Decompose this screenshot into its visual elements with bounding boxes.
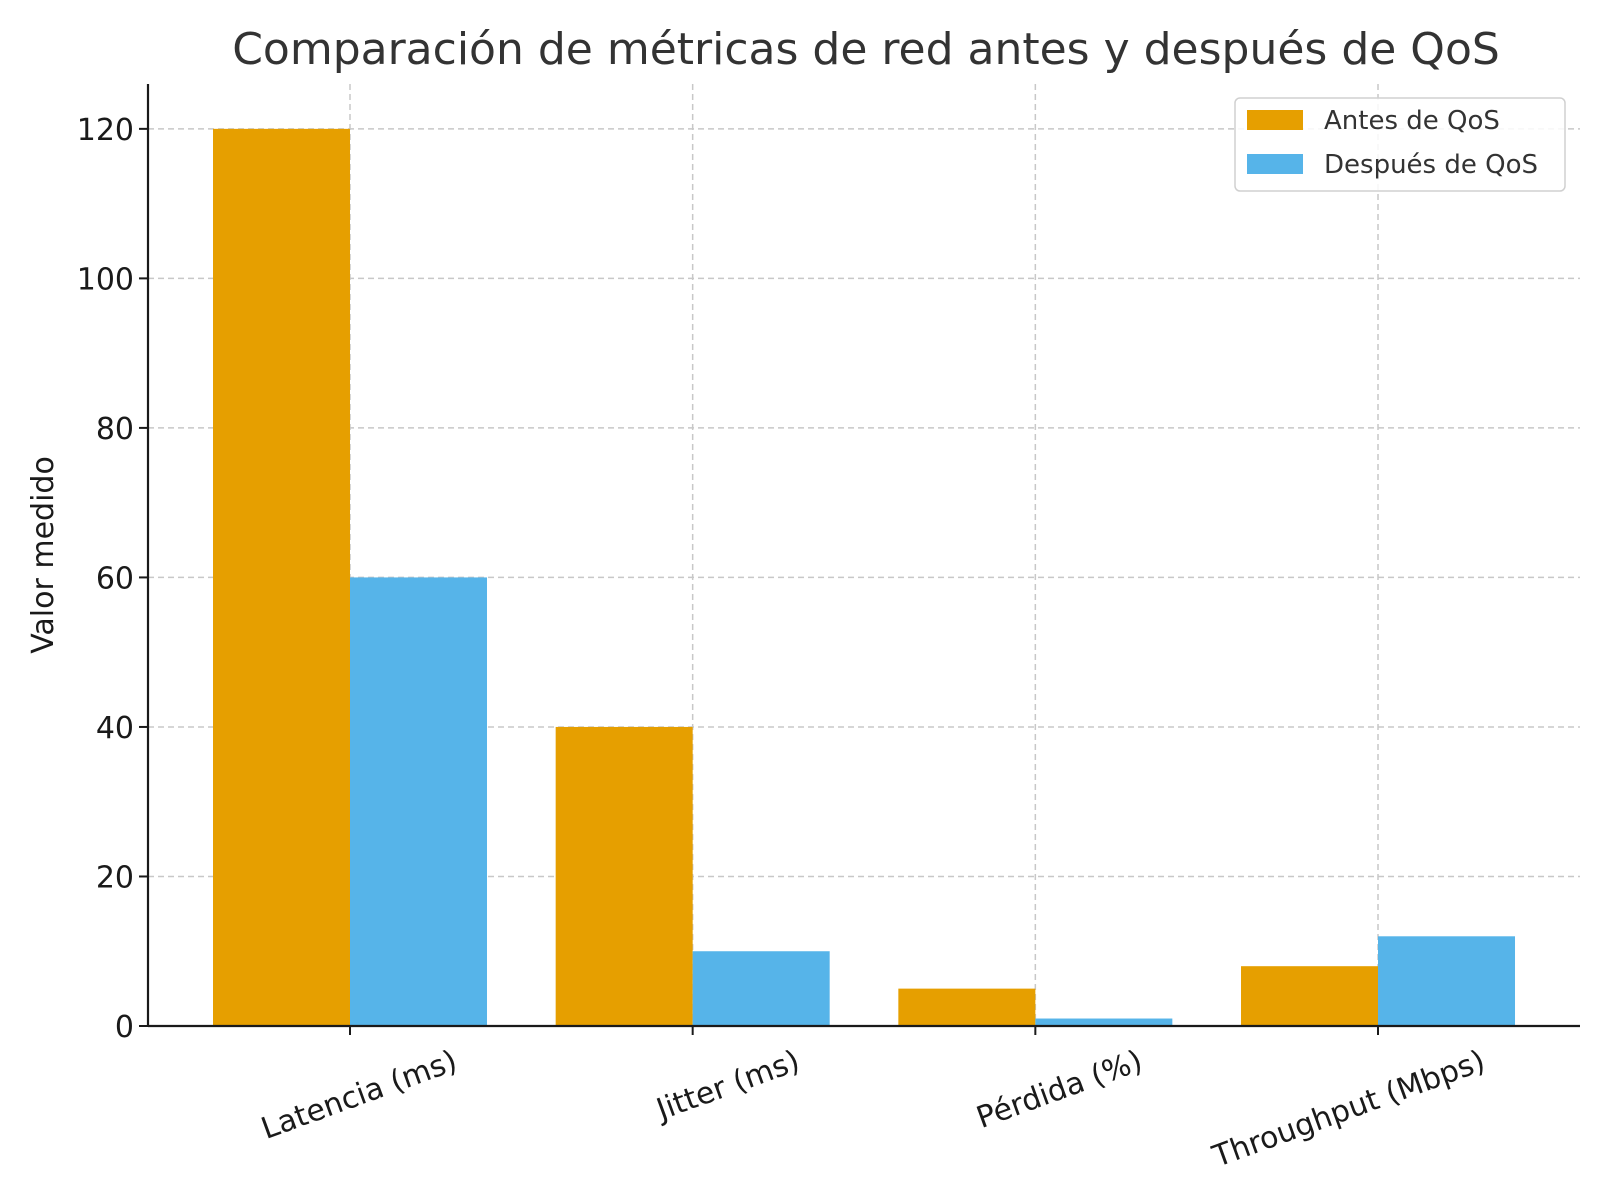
y-tick-label: 20 (96, 860, 134, 895)
y-tick-label: 0 (115, 1010, 134, 1045)
legend-label: Antes de QoS (1324, 106, 1500, 136)
bar-despues-1 (692, 951, 830, 1026)
chart-title: Comparación de métricas de red antes y d… (232, 24, 1500, 75)
y-tick-label: 100 (77, 262, 134, 297)
bar-despues-3 (1378, 936, 1516, 1026)
legend-swatch (1247, 154, 1303, 174)
bar-layer (213, 128, 1516, 1026)
y-tick-label: 80 (96, 412, 134, 447)
y-tick-label: 120 (77, 113, 134, 148)
y-tick-label: 60 (96, 561, 134, 596)
legend-box (1234, 97, 1566, 192)
bar-antes-1 (555, 726, 693, 1026)
y-axis-label: Valor medido (26, 456, 61, 654)
bar-antes-0 (213, 128, 350, 1026)
legend-label: Después de QoS (1324, 150, 1538, 180)
bar-antes-3 (1241, 966, 1379, 1026)
grid-layer (148, 84, 1580, 1026)
bar-despues-0 (350, 577, 487, 1026)
y-tick-label: 40 (96, 711, 134, 746)
bar-antes-2 (898, 988, 1036, 1026)
legend: Antes de QoS Después de QoS (1234, 97, 1566, 192)
bar-despues-2 (1035, 1018, 1173, 1026)
legend-swatch (1247, 110, 1303, 130)
